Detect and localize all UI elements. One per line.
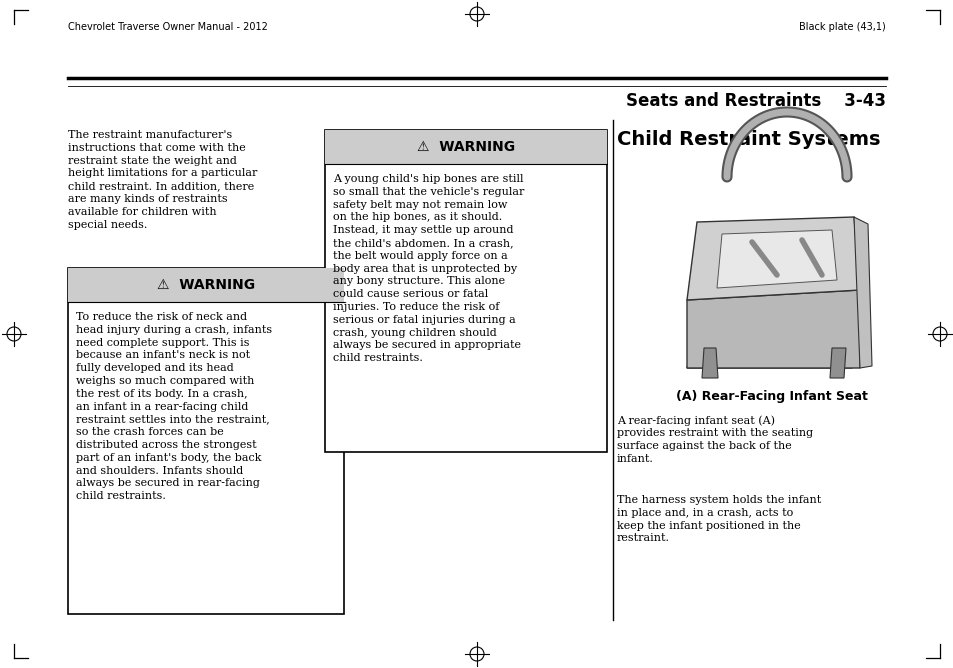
Text: Child Restraint Systems: Child Restraint Systems: [617, 130, 880, 149]
Polygon shape: [829, 348, 845, 378]
Bar: [68, 268, 344, 614]
Text: A rear-facing infant seat (A)
provides restraint with the seating
surface agains: A rear-facing infant seat (A) provides r…: [617, 415, 812, 464]
Polygon shape: [686, 290, 859, 368]
Text: (A) Rear-Facing Infant Seat: (A) Rear-Facing Infant Seat: [676, 390, 867, 403]
Polygon shape: [686, 217, 859, 300]
Text: Black plate (43,1): Black plate (43,1): [799, 22, 885, 32]
Bar: [68, 268, 344, 302]
Text: Seats and Restraints    3-43: Seats and Restraints 3-43: [625, 92, 885, 110]
Text: A young child's hip bones are still
so small that the vehicle's regular
safety b: A young child's hip bones are still so s…: [333, 174, 524, 363]
Bar: [325, 130, 606, 164]
Polygon shape: [686, 348, 859, 368]
Text: To reduce the risk of neck and
head injury during a crash, infants
need complete: To reduce the risk of neck and head inju…: [76, 312, 272, 501]
Polygon shape: [853, 217, 871, 368]
Polygon shape: [717, 230, 836, 288]
Text: ⚠  WARNING: ⚠ WARNING: [416, 140, 515, 154]
Text: Chevrolet Traverse Owner Manual - 2012: Chevrolet Traverse Owner Manual - 2012: [68, 22, 268, 32]
Text: The restraint manufacturer's
instructions that come with the
restraint state the: The restraint manufacturer's instruction…: [68, 130, 257, 230]
Text: ⚠  WARNING: ⚠ WARNING: [157, 278, 254, 292]
Bar: [325, 130, 606, 452]
Polygon shape: [701, 348, 718, 378]
Text: The harness system holds the infant
in place and, in a crash, acts to
keep the i: The harness system holds the infant in p…: [617, 495, 821, 543]
